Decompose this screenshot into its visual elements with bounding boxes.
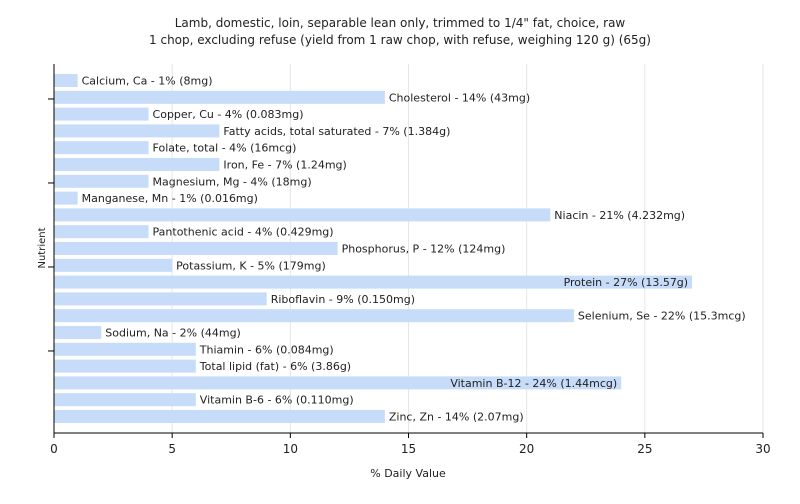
bar-labels: Calcium, Ca - 1% (8mg) Cholesterol - 14% … bbox=[82, 75, 746, 424]
bar-14 bbox=[54, 309, 574, 323]
bar-19 bbox=[54, 393, 196, 407]
y-axis-label: Nutrient bbox=[37, 227, 48, 268]
x-tick-label-6: 30 bbox=[755, 442, 770, 456]
bar-label-17: Total lipid (fat) - 6% (3.86g) bbox=[199, 360, 351, 373]
x-tick-label-0: 0 bbox=[50, 442, 58, 456]
bar-18 bbox=[54, 376, 622, 390]
bar-label-18: Vitamin B-12 - 24% (1.44mcg) bbox=[450, 377, 617, 390]
bars bbox=[54, 74, 693, 423]
bar-11 bbox=[54, 258, 173, 272]
bar-label-1: Cholesterol - 14% (43mg) bbox=[389, 91, 530, 104]
bar-8 bbox=[54, 208, 551, 222]
chart-title: Lamb, domestic, loin, separable lean onl… bbox=[175, 16, 626, 30]
bar-label-15: Sodium, Na - 2% (44mg) bbox=[105, 327, 241, 340]
bar-10 bbox=[54, 242, 338, 255]
bar-label-5: Iron, Fe - 7% (1.24mg) bbox=[223, 159, 346, 172]
bar-label-8: Niacin - 21% (4.232mg) bbox=[554, 209, 685, 222]
bar-label-6: Magnesium, Mg - 4% (18mg) bbox=[153, 175, 312, 188]
bar-label-11: Potassium, K - 5% (179mg) bbox=[176, 259, 326, 272]
bar-label-13: Riboflavin - 9% (0.150mg) bbox=[271, 293, 415, 306]
bar-label-12: Protein - 27% (13.57g) bbox=[564, 276, 689, 289]
bar-1 bbox=[54, 90, 385, 104]
bar-label-10: Phosphorus, P - 12% (124mg) bbox=[342, 243, 506, 256]
bar-label-19: Vitamin B-6 - 6% (0.110mg) bbox=[200, 394, 354, 407]
bar-label-2: Copper, Cu - 4% (0.083mg) bbox=[153, 108, 304, 121]
bar-0 bbox=[54, 74, 78, 87]
x-tick-label-2: 10 bbox=[283, 442, 298, 456]
bar-label-14: Selenium, Se - 22% (15.3mcg) bbox=[578, 310, 746, 323]
bar-label-3: Fatty acids, total saturated - 7% (1.384… bbox=[223, 125, 450, 138]
bar-17 bbox=[54, 359, 196, 373]
bar-2 bbox=[54, 107, 149, 121]
bar-7 bbox=[54, 191, 78, 205]
bar-6 bbox=[54, 174, 149, 188]
bar-label-20: Zinc, Zn - 14% (2.07mg) bbox=[389, 411, 524, 424]
axes: 0 5 10 15 20 25 30 bbox=[48, 64, 771, 456]
bar-label-9: Pantothenic acid - 4% (0.429mg) bbox=[153, 226, 334, 239]
bar-label-0: Calcium, Ca - 1% (8mg) bbox=[82, 75, 213, 88]
bar-9 bbox=[54, 225, 149, 239]
bar-12 bbox=[54, 275, 693, 289]
bar-5 bbox=[54, 158, 220, 171]
bar-label-7: Manganese, Mn - 1% (0.016mg) bbox=[82, 192, 258, 205]
x-tick-label-1: 5 bbox=[168, 442, 176, 456]
bar-label-4: Folate, total - 4% (16mcg) bbox=[153, 142, 297, 155]
bar-label-16: Thiamin - 6% (0.084mg) bbox=[199, 343, 334, 356]
bar-15 bbox=[54, 326, 102, 339]
x-tick-label-4: 20 bbox=[519, 442, 534, 456]
bar-3 bbox=[54, 124, 220, 138]
bar-4 bbox=[54, 141, 149, 155]
x-axis-label: % Daily Value bbox=[370, 467, 446, 480]
chart-subtitle: 1 chop, excluding refuse (yield from 1 r… bbox=[149, 33, 651, 47]
bar-20 bbox=[54, 410, 385, 423]
bar-13 bbox=[54, 292, 267, 306]
bar-16 bbox=[54, 342, 196, 356]
x-tick-label-5: 25 bbox=[637, 442, 652, 456]
x-tick-label-3: 15 bbox=[401, 442, 416, 456]
